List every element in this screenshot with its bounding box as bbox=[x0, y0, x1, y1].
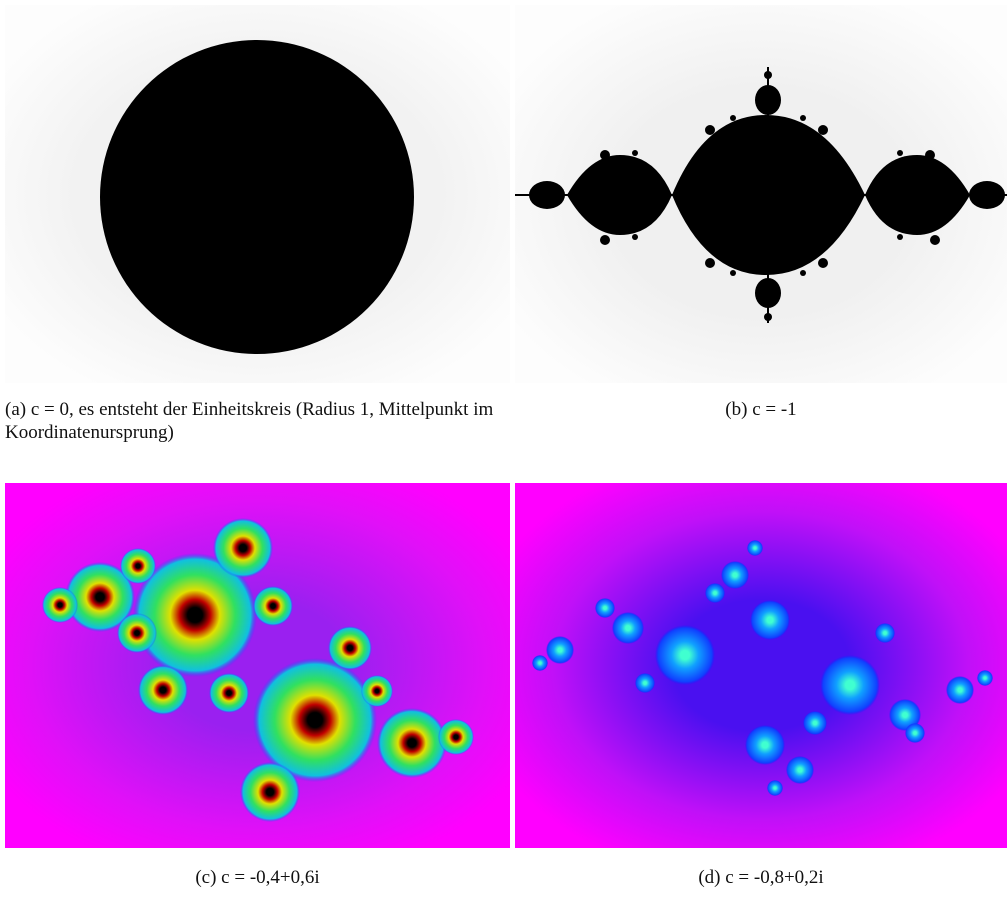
julia-image-c bbox=[5, 483, 510, 848]
caption-d: (d) c = -0,8+0,2i bbox=[515, 866, 1007, 889]
caption-b: (b) c = -1 bbox=[515, 398, 1007, 421]
caption-c: (c) c = -0,4+0,6i bbox=[5, 866, 510, 889]
julia-image-b bbox=[515, 5, 1007, 383]
julia-image-a bbox=[5, 5, 510, 383]
page: {"figure": {"panels": [ {"caption": "(a)… bbox=[0, 0, 1007, 900]
julia-image-d bbox=[515, 483, 1007, 848]
caption-a: (a) c = 0, es entsteht der Einheitskreis… bbox=[5, 398, 510, 444]
